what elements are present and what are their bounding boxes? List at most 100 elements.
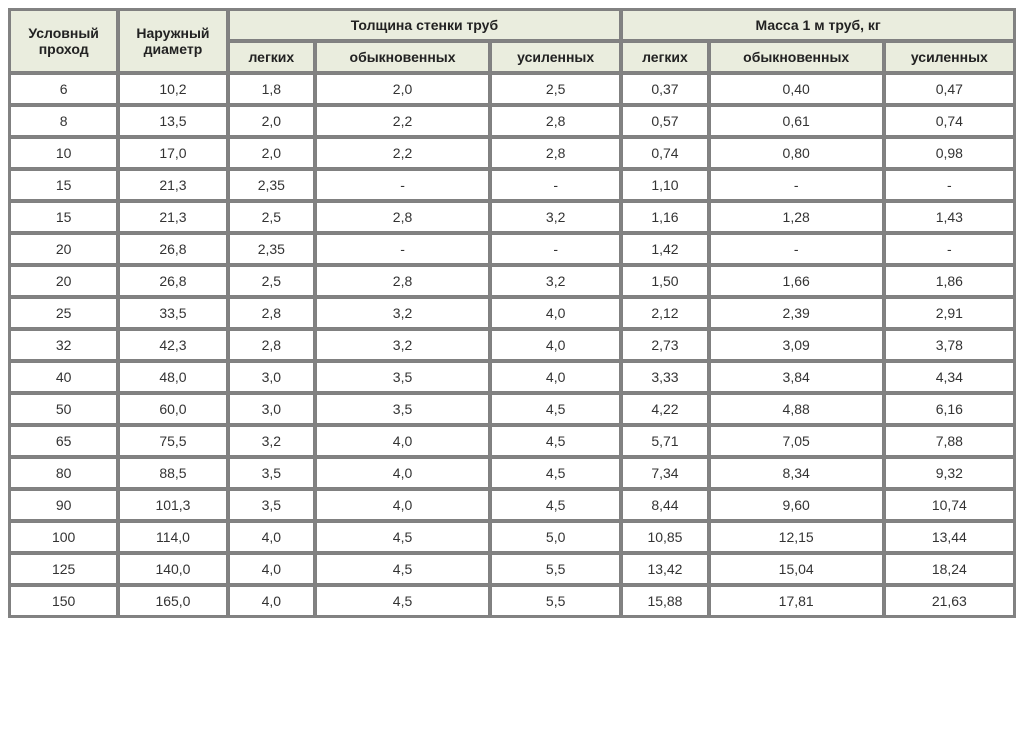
table-cell: 50 <box>10 394 117 424</box>
table-cell: 13,5 <box>119 106 226 136</box>
table-cell: 2,8 <box>491 106 620 136</box>
table-cell: 33,5 <box>119 298 226 328</box>
table-cell: 10 <box>10 138 117 168</box>
table-cell: 2,91 <box>885 298 1014 328</box>
table-cell: 0,80 <box>710 138 883 168</box>
table-cell: 32 <box>10 330 117 360</box>
table-row: 125140,04,04,55,513,4215,0418,24 <box>10 554 1014 584</box>
table-row: 813,52,02,22,80,570,610,74 <box>10 106 1014 136</box>
table-cell: 13,44 <box>885 522 1014 552</box>
table-cell: 4,5 <box>491 426 620 456</box>
table-cell: 1,66 <box>710 266 883 296</box>
table-cell: 0,57 <box>622 106 707 136</box>
table-cell: 2,73 <box>622 330 707 360</box>
table-cell: 4,5 <box>316 554 489 584</box>
table-cell: - <box>885 234 1014 264</box>
table-cell: 3,2 <box>316 298 489 328</box>
table-cell: 2,8 <box>491 138 620 168</box>
table-cell: 4,0 <box>229 522 314 552</box>
table-cell: 4,0 <box>229 554 314 584</box>
table-cell: 2,2 <box>316 106 489 136</box>
table-cell: 3,84 <box>710 362 883 392</box>
table-cell: 7,34 <box>622 458 707 488</box>
table-cell: 12,15 <box>710 522 883 552</box>
col-mass-reinforced: усиленных <box>885 42 1014 72</box>
table-row: 6575,53,24,04,55,717,057,88 <box>10 426 1014 456</box>
table-cell: 15 <box>10 202 117 232</box>
table-cell: 15,88 <box>622 586 707 616</box>
table-cell: 0,37 <box>622 74 707 104</box>
table-cell: - <box>316 234 489 264</box>
table-cell: 2,12 <box>622 298 707 328</box>
table-cell: 10,85 <box>622 522 707 552</box>
table-cell: 2,0 <box>316 74 489 104</box>
table-row: 90101,33,54,04,58,449,6010,74 <box>10 490 1014 520</box>
table-cell: 2,0 <box>229 138 314 168</box>
table-cell: 20 <box>10 266 117 296</box>
table-cell: 3,2 <box>491 266 620 296</box>
table-cell: - <box>710 234 883 264</box>
table-cell: 3,33 <box>622 362 707 392</box>
table-cell: 4,5 <box>316 522 489 552</box>
col-mass-light: легких <box>622 42 707 72</box>
table-cell: 2,8 <box>316 202 489 232</box>
table-cell: 0,74 <box>622 138 707 168</box>
col-outer-diameter: Наружный диаметр <box>119 10 226 72</box>
table-cell: 1,16 <box>622 202 707 232</box>
table-cell: 0,61 <box>710 106 883 136</box>
table-cell: 1,43 <box>885 202 1014 232</box>
table-cell: 1,8 <box>229 74 314 104</box>
table-cell: 101,3 <box>119 490 226 520</box>
table-cell: 17,0 <box>119 138 226 168</box>
table-cell: 90 <box>10 490 117 520</box>
table-row: 2026,82,52,83,21,501,661,86 <box>10 266 1014 296</box>
table-cell: 48,0 <box>119 362 226 392</box>
table-header: Условный проход Наружный диаметр Толщина… <box>10 10 1014 72</box>
table-cell: 4,0 <box>316 490 489 520</box>
table-cell: 15 <box>10 170 117 200</box>
table-cell: 2,35 <box>229 170 314 200</box>
table-cell: 5,5 <box>491 586 620 616</box>
col-thickness-ordinary: обыкновенных <box>316 42 489 72</box>
table-cell: 20 <box>10 234 117 264</box>
col-mass-ordinary: обыкновенных <box>710 42 883 72</box>
table-cell: 65 <box>10 426 117 456</box>
table-cell: 26,8 <box>119 234 226 264</box>
table-cell: 3,2 <box>316 330 489 360</box>
table-cell: 3,5 <box>316 394 489 424</box>
table-cell: 4,34 <box>885 362 1014 392</box>
table-cell: 5,0 <box>491 522 620 552</box>
table-cell: 0,40 <box>710 74 883 104</box>
table-cell: 1,50 <box>622 266 707 296</box>
table-cell: 0,98 <box>885 138 1014 168</box>
table-cell: 40 <box>10 362 117 392</box>
table-cell: 3,5 <box>229 490 314 520</box>
table-cell: 8 <box>10 106 117 136</box>
table-cell: 100 <box>10 522 117 552</box>
table-cell: 2,35 <box>229 234 314 264</box>
table-cell: 2,2 <box>316 138 489 168</box>
table-cell: 21,3 <box>119 170 226 200</box>
table-cell: 7,05 <box>710 426 883 456</box>
table-cell: 5,5 <box>491 554 620 584</box>
table-row: 3242,32,83,24,02,733,093,78 <box>10 330 1014 360</box>
table-cell: 0,74 <box>885 106 1014 136</box>
table-cell: 4,5 <box>491 394 620 424</box>
table-cell: 4,0 <box>491 330 620 360</box>
colgroup-mass-per-m: Масса 1 м труб, кг <box>622 10 1014 40</box>
table-cell: 2,0 <box>229 106 314 136</box>
table-cell: 0,47 <box>885 74 1014 104</box>
table-cell: 25 <box>10 298 117 328</box>
table-body: 610,21,82,02,50,370,400,47813,52,02,22,8… <box>10 74 1014 616</box>
table-row: 100114,04,04,55,010,8512,1513,44 <box>10 522 1014 552</box>
table-cell: 2,8 <box>316 266 489 296</box>
table-row: 2026,82,35--1,42-- <box>10 234 1014 264</box>
table-cell: 4,5 <box>491 458 620 488</box>
table-row: 1521,32,35--1,10-- <box>10 170 1014 200</box>
table-cell: 140,0 <box>119 554 226 584</box>
table-cell: 6 <box>10 74 117 104</box>
table-cell: 3,5 <box>229 458 314 488</box>
table-cell: 2,39 <box>710 298 883 328</box>
table-cell: 60,0 <box>119 394 226 424</box>
col-nominal-bore: Условный проход <box>10 10 117 72</box>
